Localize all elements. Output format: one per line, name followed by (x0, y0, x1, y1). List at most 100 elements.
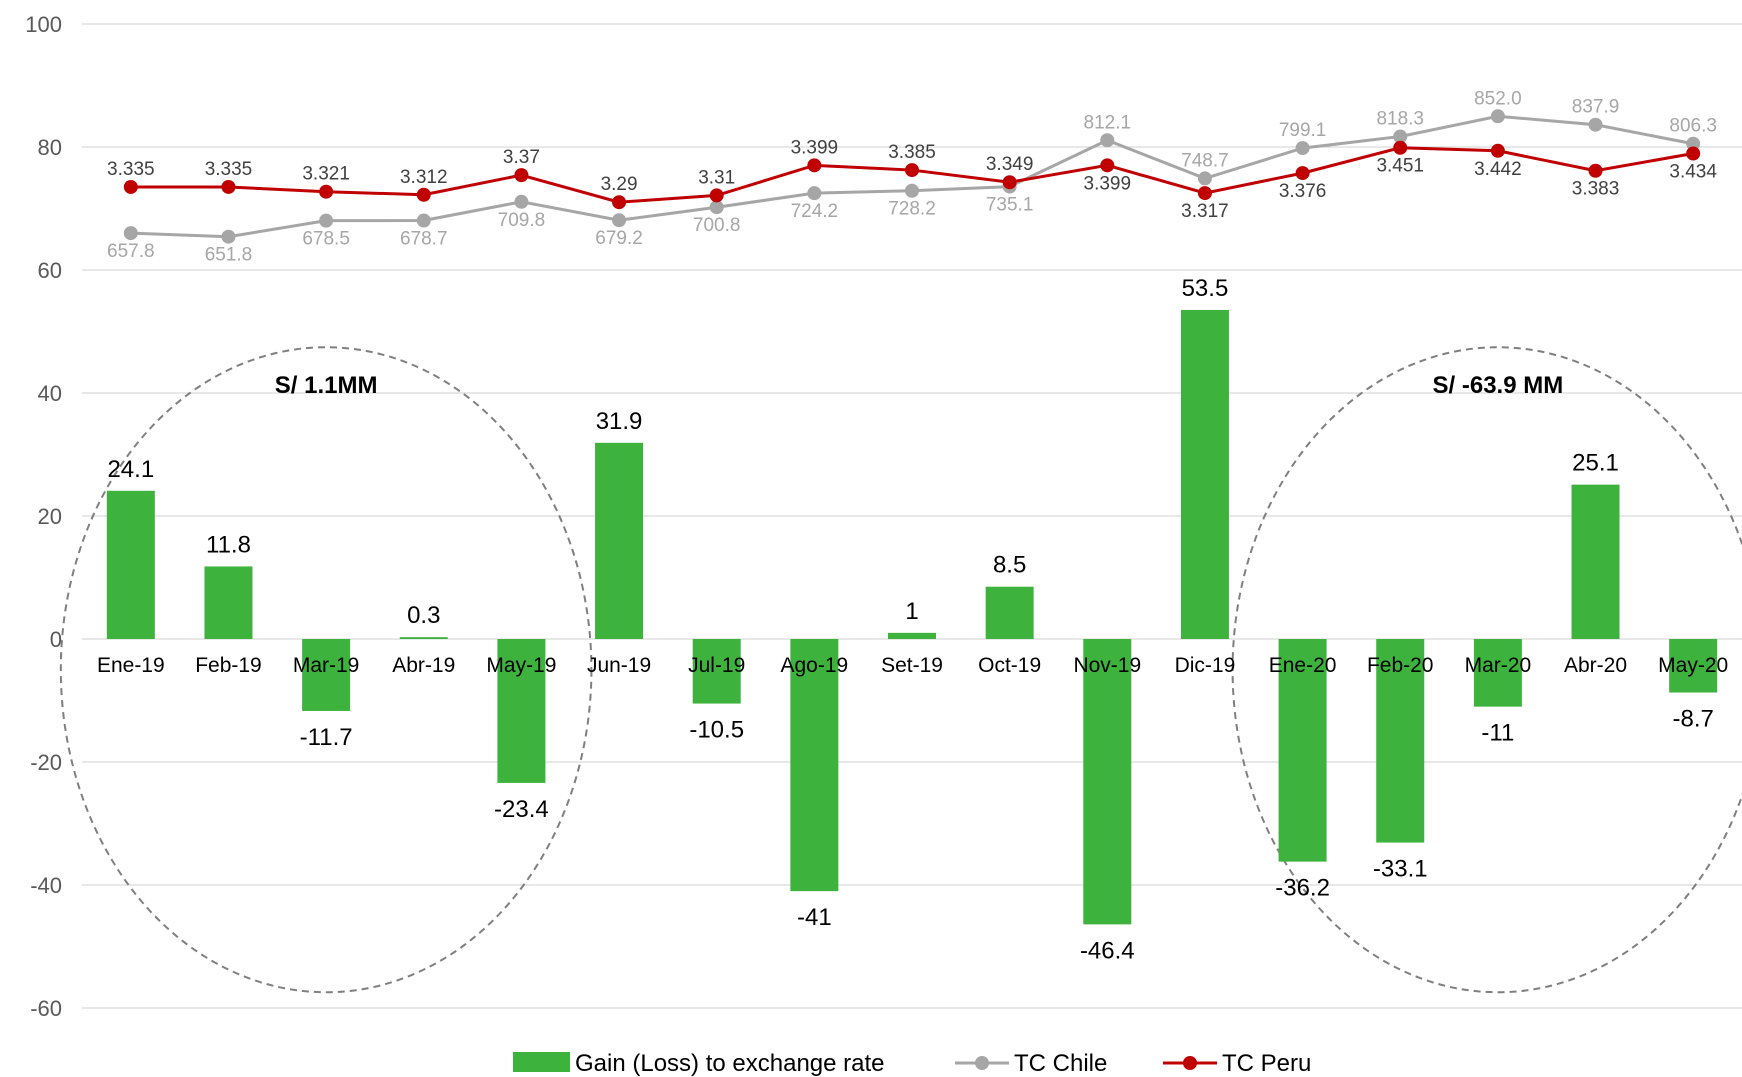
series-point (123, 226, 138, 241)
bar (595, 442, 644, 639)
legend-swatch-marker (1183, 1056, 1197, 1070)
series-point (319, 184, 334, 199)
line-value-label: 748.7 (1181, 150, 1229, 171)
bar (204, 566, 253, 639)
x-tick-label: May-20 (1658, 654, 1728, 677)
series-point (1197, 186, 1212, 201)
x-tick-label: May-19 (486, 654, 556, 677)
series-point (1686, 146, 1701, 161)
bar-value-label: -33.1 (1373, 856, 1428, 883)
bar-value-label: 0.3 (407, 602, 440, 629)
line-value-label: 657.8 (107, 241, 155, 262)
x-tick-label: Oct-19 (978, 654, 1041, 677)
group-ellipse (1231, 346, 1742, 994)
bar (1180, 309, 1229, 639)
series-point (221, 229, 236, 244)
line-value-label: 700.8 (693, 215, 741, 236)
series-point (1393, 129, 1408, 144)
bar-value-label: 25.1 (1572, 450, 1619, 477)
x-tick-label: Nov-19 (1073, 654, 1141, 677)
bar-value-label: 11.8 (206, 531, 251, 558)
series-point (905, 163, 919, 178)
line-value-label: 799.1 (1279, 120, 1327, 141)
line-value-label: 678.5 (302, 229, 350, 250)
y-tick-label: 40 (38, 381, 62, 406)
line-value-label: 3.385 (888, 142, 936, 163)
series-point (1197, 171, 1212, 186)
legend-label: Gain (Loss) to exchange rate (575, 1050, 885, 1077)
bar-value-label: -36.2 (1275, 875, 1330, 902)
series-point (1295, 166, 1310, 181)
bar-value-labels: 24.1 11.8 -11.7 0.3 -23.4 31.9 -10.5 -41 1 8.5 -46… (107, 275, 1713, 964)
legend-label: TC Chile (1014, 1050, 1107, 1077)
line-value-label: 3.31 (698, 167, 735, 188)
x-tick-label: Jul-19 (688, 654, 745, 677)
bar-value-label: 31.9 (596, 408, 643, 435)
x-tick-label: Feb-20 (1367, 654, 1434, 677)
line-value-label: 651.8 (205, 245, 253, 266)
bars (106, 309, 1718, 925)
line-value-label: 3.399 (1084, 173, 1132, 194)
x-tick-label: Mar-20 (1465, 654, 1532, 677)
x-tick-label: Ene-19 (97, 654, 165, 677)
series-point (319, 213, 334, 228)
line-value-label: 3.434 (1669, 161, 1717, 182)
line-value-label: 852.0 (1474, 88, 1522, 109)
bar (1473, 639, 1522, 707)
legend-swatch-marker (975, 1056, 989, 1070)
y-axis-ticks: 100 80 60 40 20 0 -20 -40 -60 (25, 12, 62, 1021)
bar (1669, 639, 1718, 693)
bar (1376, 639, 1425, 843)
x-tick-label: Ene-20 (1269, 654, 1337, 677)
bar-value-label: -11 (1481, 720, 1514, 747)
bar (106, 490, 155, 639)
legend: Gain (Loss) to exchange rate TC Chile TC P… (513, 1050, 1311, 1077)
line-value-label: 3.37 (503, 147, 540, 168)
line-value-labels: 657.8 651.8 678.5 678.7 709.8 679.2 700.8 724.2… (107, 88, 1717, 265)
y-tick-label: -20 (30, 750, 62, 775)
bar-value-label: 8.5 (993, 552, 1026, 579)
bar-value-label: 53.5 (1182, 275, 1229, 302)
line-value-label: 3.376 (1279, 181, 1327, 202)
bar-value-label: -10.5 (689, 717, 744, 744)
line-value-label: 678.7 (400, 229, 448, 250)
bar (1571, 484, 1620, 639)
y-tick-label: 0 (50, 627, 62, 652)
line-value-label: 3.451 (1376, 156, 1424, 177)
line-value-label: 806.3 (1669, 116, 1717, 137)
bar-value-label: 24.1 (107, 456, 154, 483)
group-ellipse (59, 346, 593, 994)
y-tick-label: -60 (30, 996, 62, 1021)
line-value-label: 3.399 (791, 137, 839, 158)
annotations: S/ 1.1MM S/ -63.9 MM (275, 372, 1563, 399)
legend-label: TC Peru (1222, 1050, 1311, 1077)
line-value-label: 3.349 (986, 154, 1034, 175)
series-point (514, 194, 529, 209)
line-value-label: 3.317 (1181, 201, 1229, 222)
y-tick-label: 20 (38, 504, 62, 529)
series-point (612, 195, 627, 210)
x-tick-label: Abr-19 (392, 654, 455, 677)
x-tick-label: Ago-19 (780, 654, 848, 677)
series-point (709, 188, 724, 203)
series-point (1490, 143, 1505, 158)
x-axis-labels: Ene-19 Feb-19 Mar-19 Abr-19 May-19 Jun-19 Jul-… (97, 654, 1728, 677)
series-point (416, 187, 431, 202)
line-value-label: 709.8 (498, 210, 546, 231)
line-value-label: 3.312 (400, 167, 448, 188)
bar (1083, 639, 1132, 925)
line-value-label: 679.2 (595, 228, 643, 249)
bar (888, 632, 936, 639)
series-point (807, 186, 822, 201)
annotation-label: S/ 1.1MM (275, 372, 378, 399)
line-value-label: 3.335 (107, 159, 155, 180)
series-point (1588, 163, 1603, 178)
group-ellipses (59, 346, 1742, 994)
series-point (514, 168, 529, 183)
bar (985, 586, 1034, 639)
line-value-label: 728.2 (888, 199, 936, 220)
series-point (1002, 175, 1017, 190)
bar-value-label: -46.4 (1080, 937, 1135, 964)
series-point (221, 179, 236, 194)
